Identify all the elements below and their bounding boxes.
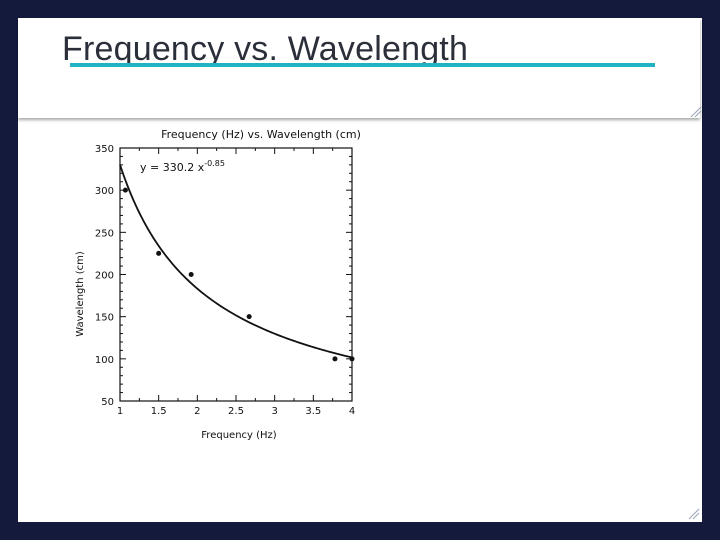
chart-card: Frequency (Hz) vs. Wavelength (cm) 1 1.5 2… bbox=[66, 126, 392, 448]
y-tick-labels: 50 100 150 200 250 300 350 bbox=[95, 144, 114, 408]
data-points bbox=[122, 187, 355, 362]
x-tick-label: 2.5 bbox=[228, 406, 244, 417]
plot-frame bbox=[119, 147, 353, 402]
data-point bbox=[332, 356, 338, 362]
x-tick-label: 1.5 bbox=[151, 406, 167, 417]
data-point bbox=[156, 250, 162, 256]
fit-equation-exponent: -0.85 bbox=[204, 159, 225, 168]
title-panel bbox=[18, 18, 700, 118]
data-point bbox=[349, 356, 355, 362]
y-tick-label: 50 bbox=[101, 397, 114, 408]
fit-curve bbox=[119, 164, 353, 359]
y-tick-label: 300 bbox=[95, 186, 114, 197]
slide-corner-mark bbox=[688, 508, 700, 520]
x-tick-label: 2 bbox=[194, 406, 200, 417]
plot-area bbox=[119, 147, 353, 402]
y-tick-label: 100 bbox=[95, 355, 114, 366]
x-tick-label: 4 bbox=[349, 406, 355, 417]
x-axis-label: Frequency (Hz) bbox=[201, 430, 277, 441]
title-underline bbox=[70, 63, 655, 67]
chart-title: Frequency (Hz) vs. Wavelength (cm) bbox=[161, 128, 361, 141]
x-tick-label: 1 bbox=[117, 406, 123, 417]
fit-equation-base: y = 330.2 x bbox=[140, 161, 205, 174]
axis-ticks bbox=[119, 147, 353, 402]
y-tick-label: 250 bbox=[95, 228, 114, 239]
panel-corner-mark bbox=[690, 106, 702, 118]
x-tick-label: 3.5 bbox=[305, 406, 321, 417]
scatter-chart: Frequency (Hz) vs. Wavelength (cm) 1 1.5 2… bbox=[75, 128, 361, 441]
x-tick-label: 3 bbox=[271, 406, 277, 417]
y-tick-label: 150 bbox=[95, 313, 114, 324]
data-point bbox=[122, 187, 128, 193]
y-tick-label: 350 bbox=[95, 144, 114, 155]
data-point bbox=[246, 314, 252, 320]
page-title: Frequency vs. Wavelength bbox=[62, 30, 469, 68]
x-tick-labels: 1 1.5 2 2.5 3 3.5 4 bbox=[117, 406, 355, 417]
y-tick-label: 200 bbox=[95, 271, 114, 282]
data-point bbox=[188, 272, 194, 277]
fit-equation: y = 330.2 x-0.85 bbox=[140, 159, 225, 174]
y-axis-label: Wavelength (cm) bbox=[75, 251, 86, 337]
